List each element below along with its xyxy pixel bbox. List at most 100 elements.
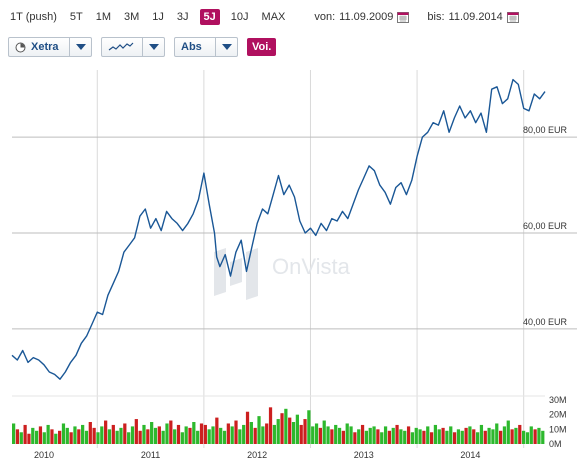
- period-10j[interactable]: 10J: [230, 11, 249, 23]
- period-max[interactable]: MAX: [261, 11, 286, 23]
- volume-bar: [314, 423, 319, 444]
- x-tick-label: 2013: [354, 450, 374, 460]
- volume-bar: [46, 424, 50, 444]
- period-1j[interactable]: 1J: [152, 11, 164, 23]
- vertical-gridlines: [96, 70, 525, 448]
- volume-bar: [234, 420, 238, 444]
- volume-bar: [456, 429, 461, 444]
- volume-axis-labels: 30M 20M 10M 0M: [549, 395, 567, 449]
- volume-bar: [337, 427, 342, 444]
- volume-bar: [88, 422, 92, 444]
- volume-bar: [514, 427, 518, 444]
- volume-bar: [81, 424, 85, 444]
- y-tick-label: 80,00 EUR: [523, 125, 568, 135]
- volume-bar: [291, 422, 296, 444]
- period-3m[interactable]: 3M: [124, 11, 140, 23]
- volume-bar: [495, 423, 499, 444]
- to-date-value[interactable]: 11.09.2014: [448, 11, 503, 23]
- volume-bars: [12, 407, 545, 444]
- volume-bar: [261, 426, 265, 444]
- volume-bar: [242, 424, 246, 444]
- volume-bar: [406, 426, 411, 444]
- price-line: [11, 78, 546, 380]
- period-1m[interactable]: 1M: [95, 11, 111, 23]
- chevron-down-icon[interactable]: [142, 38, 164, 56]
- volume-bar: [211, 426, 215, 444]
- volume-bar: [192, 422, 196, 444]
- period-5j[interactable]: 5J: [199, 9, 220, 25]
- volume-bar: [295, 414, 299, 444]
- volume-bar: [196, 430, 200, 444]
- volume-bar: [272, 424, 276, 444]
- volume-bar: [84, 430, 89, 444]
- volume-bar: [157, 426, 161, 444]
- volume-bar: [418, 429, 422, 444]
- volume-bar: [65, 427, 69, 444]
- volume-bar: [104, 420, 108, 444]
- calendar-icon[interactable]: [397, 11, 410, 23]
- volume-bar: [445, 430, 449, 444]
- period-3j[interactable]: 3J: [176, 11, 189, 23]
- volume-bar: [376, 429, 380, 444]
- volume-bar: [518, 424, 522, 444]
- volume-bar: [529, 426, 533, 444]
- volume-bar: [391, 427, 395, 444]
- volume-bar: [180, 432, 184, 444]
- volume-bar: [349, 426, 353, 444]
- volume-bar: [464, 427, 468, 444]
- volume-bar: [215, 417, 219, 444]
- volume-bar: [502, 426, 507, 444]
- volume-bar: [150, 422, 154, 444]
- from-date-value[interactable]: 11.09.2009: [339, 11, 394, 23]
- chevron-down-icon[interactable]: [69, 38, 91, 56]
- volume-bar: [326, 426, 330, 444]
- volume-bar: [119, 427, 123, 444]
- period-1t-push[interactable]: 1T (push): [10, 11, 57, 23]
- volume-bar: [276, 419, 280, 444]
- volume-bar: [330, 429, 334, 444]
- volume-bar: [58, 430, 62, 444]
- volume-bar: [311, 426, 315, 444]
- volume-bar: [134, 419, 138, 444]
- volume-bar: [123, 423, 127, 444]
- volume-bar: [422, 430, 426, 444]
- volume-bar: [472, 429, 476, 444]
- exchange-value: Xetra: [31, 41, 59, 53]
- volume-bar: [345, 423, 349, 444]
- chevron-down-icon[interactable]: [215, 38, 237, 56]
- chart-controls: Xetra Abs Voi.: [8, 37, 277, 57]
- volume-tick-label: 20M: [549, 410, 567, 420]
- exchange-select[interactable]: Xetra: [8, 37, 92, 57]
- volume-bar: [364, 430, 369, 444]
- volume-bar: [383, 426, 388, 444]
- volume-bar: [15, 429, 20, 444]
- volume-bar: [169, 420, 173, 444]
- scale-select[interactable]: Abs: [174, 37, 238, 57]
- y-tick-label: 60,00 EUR: [523, 221, 568, 231]
- volume-bar: [253, 427, 257, 444]
- volume-bar: [130, 426, 135, 444]
- volume-bar: [42, 432, 46, 444]
- volume-bar: [161, 430, 165, 444]
- volume-bar: [268, 407, 273, 444]
- compare-button[interactable]: Voi.: [247, 38, 277, 56]
- period-5t[interactable]: 5T: [69, 11, 83, 23]
- volume-tick-label: 30M: [549, 395, 567, 405]
- volume-bar: [353, 432, 357, 444]
- volume-bar: [468, 426, 472, 444]
- x-tick-label: 2010: [34, 450, 54, 460]
- volume-bar: [299, 424, 303, 444]
- volume-bar: [127, 432, 131, 444]
- volume-bar: [173, 429, 177, 444]
- x-axis-labels: 2010 2011 2012 2013 2014: [34, 450, 480, 460]
- volume-bar: [491, 429, 495, 444]
- calendar-icon[interactable]: [506, 11, 519, 23]
- volume-bar: [35, 430, 39, 444]
- onvista-logo-icon: [214, 248, 258, 300]
- volume-bar: [280, 413, 284, 444]
- to-date-label: bis:: [427, 11, 445, 23]
- volume-bar: [146, 429, 150, 444]
- volume-bar: [100, 426, 104, 444]
- chart-type-select[interactable]: [101, 37, 165, 57]
